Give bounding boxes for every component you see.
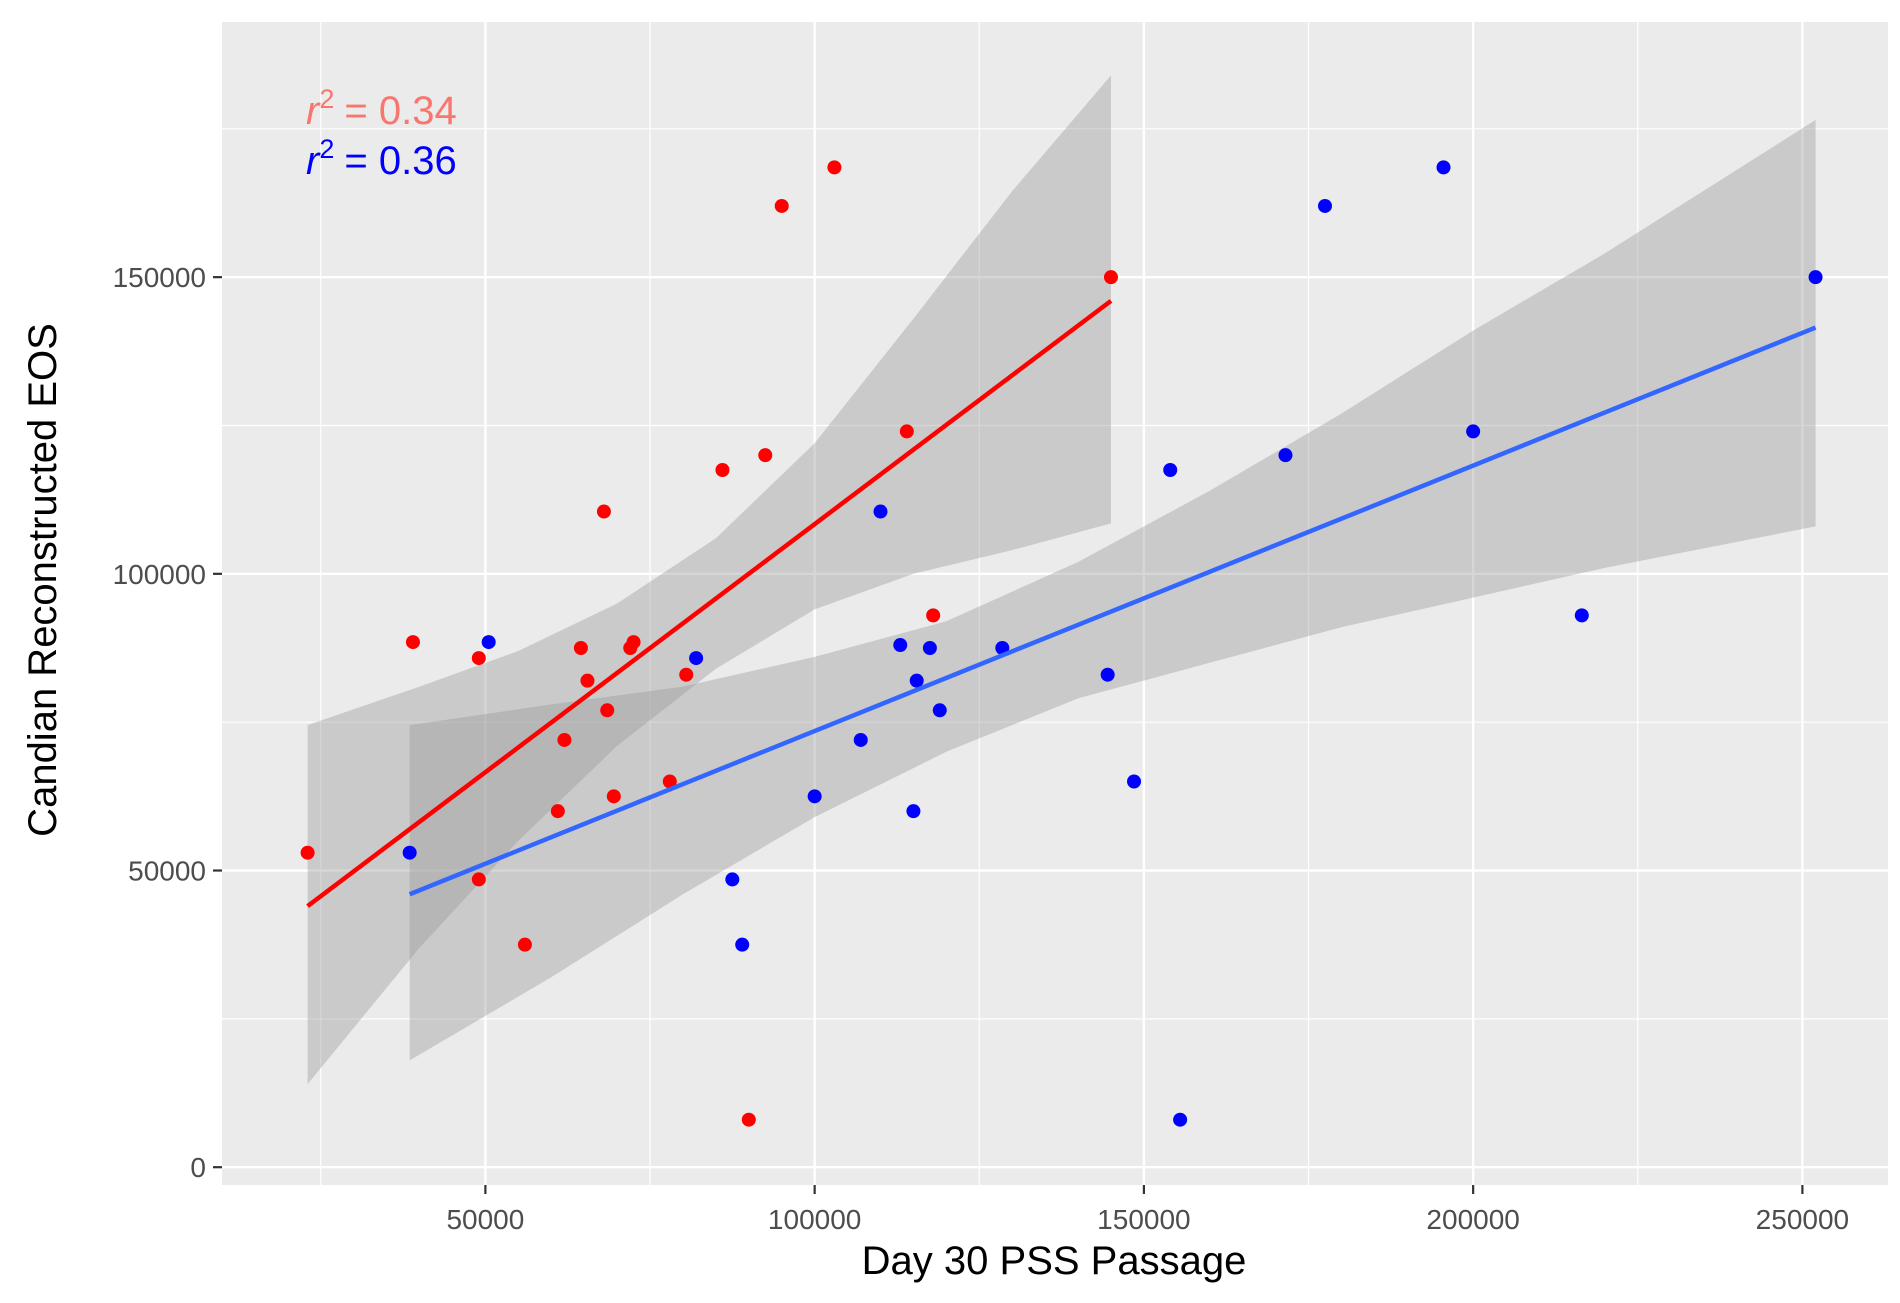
- x-tick-label: 200000: [1426, 1204, 1519, 1235]
- regression-line-1: [306, 299, 1113, 908]
- minor-grid: [222, 22, 1888, 1185]
- data-point-series-2: [1466, 424, 1481, 439]
- data-point-series-2: [1173, 1112, 1188, 1127]
- data-point-series-1: [573, 641, 588, 656]
- data-point-series-1: [471, 651, 486, 666]
- x-tick-label: 250000: [1756, 1204, 1849, 1235]
- axis-ticks: [213, 276, 1804, 1194]
- r-squared-value: = 0.36: [344, 139, 456, 183]
- data-point-series-1: [926, 608, 941, 623]
- data-point-series-1: [758, 448, 773, 463]
- confidence-bands: [307, 75, 1816, 1085]
- confidence-band-1: [307, 75, 1112, 1085]
- x-tick-label: 100000: [768, 1204, 861, 1235]
- superscript-two: 2: [319, 84, 334, 114]
- data-point-series-2: [725, 872, 740, 887]
- data-point-series-1: [517, 937, 532, 952]
- data-point-series-2: [995, 641, 1010, 656]
- data-point-series-2: [1574, 608, 1589, 623]
- data-point-series-1: [662, 774, 677, 789]
- data-point-series-2: [1278, 448, 1293, 463]
- data-point-series-1: [1103, 270, 1118, 285]
- tick-labels: 50000 100000 150000 200000 250000 0 50000 10000…: [113, 262, 1850, 1235]
- data-point-series-2: [873, 504, 888, 519]
- data-point-series-2: [1100, 667, 1115, 682]
- data-point-series-2: [481, 635, 496, 650]
- data-point-series-1: [596, 504, 611, 519]
- data-point-series-2: [735, 937, 750, 952]
- data-point-series-2: [906, 804, 921, 819]
- data-point-series-1: [300, 845, 315, 860]
- data-point-series-2: [932, 703, 947, 718]
- data-point-series-2: [1317, 198, 1332, 213]
- x-tick-label: 50000: [446, 1204, 524, 1235]
- data-point-series-1: [774, 198, 789, 213]
- data-point-series-2: [1127, 774, 1142, 789]
- x-tick-label: 150000: [1097, 1204, 1190, 1235]
- r-letter: r: [306, 89, 321, 133]
- data-point-series-2: [807, 789, 822, 804]
- data-point-series-2: [689, 651, 704, 666]
- data-point-series-1: [405, 635, 420, 650]
- data-point-series-1: [827, 160, 842, 175]
- regression-lines: [306, 299, 1817, 908]
- x-axis-title: Day 30 PSS Passage: [862, 1239, 1247, 1283]
- confidence-band-2: [409, 119, 1816, 1061]
- data-point-series-1: [550, 804, 565, 819]
- data-point-series-1: [715, 462, 730, 477]
- data-point-series-2: [909, 673, 924, 688]
- y-tick-label: 100000: [113, 559, 206, 590]
- data-point-series-1: [557, 732, 572, 747]
- major-grid: [222, 22, 1888, 1185]
- data-point-series-2: [402, 845, 417, 860]
- data-point-series-2: [1808, 270, 1823, 285]
- data-point-series-1: [741, 1112, 756, 1127]
- y-tick-label: 50000: [128, 856, 206, 887]
- y-axis-title: Candian Reconstructed EOS: [21, 323, 65, 837]
- r-squared-label-2: r2 = 0.36: [306, 134, 457, 183]
- data-point-series-2: [853, 732, 868, 747]
- data-point-series-2: [1163, 462, 1178, 477]
- regression-line-2: [408, 325, 1817, 897]
- r-squared-label-1: r2 = 0.34: [306, 84, 457, 133]
- data-points: [300, 160, 1823, 1127]
- data-point-series-1: [899, 424, 914, 439]
- r-letter: r: [306, 139, 321, 183]
- data-point-series-2: [922, 641, 937, 656]
- data-point-series-1: [626, 635, 641, 650]
- data-point-series-1: [471, 872, 486, 887]
- data-point-series-1: [580, 673, 595, 688]
- data-point-series-1: [679, 667, 694, 682]
- y-tick-label: 150000: [113, 262, 206, 293]
- r-squared-value: = 0.34: [344, 89, 456, 133]
- y-tick-label: 0: [190, 1152, 206, 1183]
- data-point-series-2: [1436, 160, 1451, 175]
- data-point-series-1: [606, 789, 621, 804]
- data-point-series-2: [893, 638, 908, 653]
- data-point-series-1: [600, 703, 615, 718]
- panel-background: [222, 22, 1888, 1185]
- superscript-two: 2: [319, 134, 334, 164]
